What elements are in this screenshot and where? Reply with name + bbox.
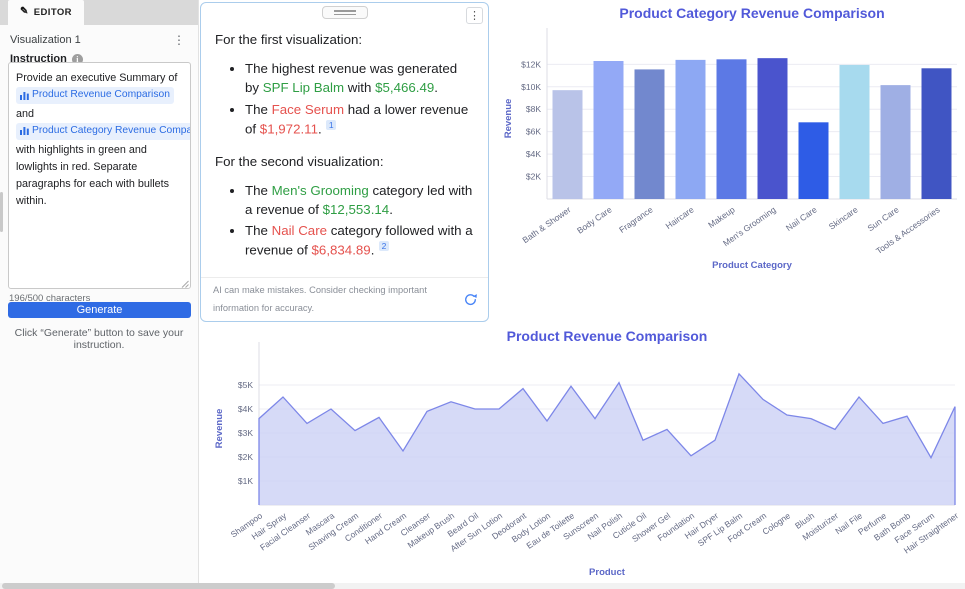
editor-sidebar: ✎ EDITOR Visualization 1 ⋮ Instruction i…: [0, 0, 199, 589]
tab-editor[interactable]: ✎ EDITOR: [8, 0, 84, 25]
editor-tabs-strip: ✎ EDITOR: [0, 0, 198, 25]
summary-bullet: The highest revenue was generated by SPF…: [245, 60, 474, 98]
area-line: [258, 372, 956, 505]
resize-handle-icon[interactable]: [180, 279, 189, 288]
summary-content: For the first visualization: The highest …: [215, 23, 474, 277]
summary-footer: AI can make mistakes. Consider checking …: [201, 277, 488, 321]
refresh-icon[interactable]: [463, 292, 478, 307]
visualization-label: Visualization 1: [10, 34, 81, 46]
drag-handle[interactable]: [321, 6, 368, 19]
area-fill[interactable]: [259, 373, 955, 505]
x-tick-label: Skincare: [827, 204, 860, 231]
summary-panel: ⋮ For the first visualization: The highes…: [200, 2, 489, 322]
y-tick-label: $2K: [238, 452, 253, 462]
y-axis-title: Revenue: [214, 409, 225, 449]
summary-bullet: The Nail Care category followed with a r…: [245, 222, 474, 260]
summary-bullet: The Men's Grooming category led with a r…: [245, 182, 474, 220]
instruction-input[interactable]: Provide an executive Summary of Product …: [8, 62, 191, 289]
visualization-row: Visualization 1 ⋮: [0, 25, 198, 46]
generate-helper-text: Click “Generate” button to save your ins…: [14, 327, 184, 351]
bar-Skincare[interactable]: [839, 64, 870, 200]
bar-Tools & Accessories[interactable]: [921, 68, 952, 199]
bar-chart[interactable]: $2K $4K $6K $8K $10K $12K Product Category Rev…: [495, 0, 965, 295]
y-tick-label: $4K: [526, 149, 541, 159]
chart-title: Product Revenue Comparison: [507, 328, 708, 344]
bar-Bath & Shower[interactable]: [552, 90, 583, 199]
generate-button[interactable]: Generate: [8, 302, 191, 318]
summary-bullet: The Face Serum had a lower revenue of $1…: [245, 101, 474, 139]
chart-reference-chip[interactable]: Product Category Revenue Comparison: [16, 123, 190, 140]
x-tick-label: Haircare: [664, 204, 696, 231]
x-tick-label: Nail Care: [784, 204, 819, 233]
y-tick-label: $6K: [526, 127, 541, 137]
visualization-kebab-icon[interactable]: ⋮: [173, 33, 185, 47]
summary-section-heading: For the first visualization:: [215, 32, 363, 47]
summary-bullet-list: The Men's Grooming category led with a r…: [215, 182, 474, 261]
x-tick-label: Sun Care: [865, 204, 900, 233]
y-tick-label: $8K: [526, 104, 541, 114]
x-tick-label: Body Care: [575, 204, 614, 235]
bar-Haircare[interactable]: [675, 59, 706, 199]
horizontal-scrollbar: [0, 583, 965, 589]
x-tick-label: Cologne: [760, 510, 792, 537]
x-axis-title: Product: [589, 567, 626, 578]
pencil-icon: ✎: [20, 6, 29, 17]
bar-Body Care[interactable]: [593, 61, 624, 199]
bar-chart-icon: [20, 127, 29, 136]
x-axis-title: Product Category: [712, 260, 792, 271]
bar-Makeup[interactable]: [716, 59, 747, 199]
y-tick-label: $10K: [521, 82, 541, 92]
bar-Nail Care[interactable]: [798, 122, 829, 199]
y-tick-label: $12K: [521, 59, 541, 69]
character-count: 196/500 characters: [9, 293, 91, 304]
x-tick-label: Bath & Shower: [520, 204, 572, 245]
info-icon[interactable]: i: [71, 53, 83, 65]
x-tick-label: Makeup: [706, 204, 737, 230]
summary-kebab-button[interactable]: ⋮: [466, 7, 483, 24]
citation-badge[interactable]: 2: [379, 241, 389, 252]
sidebar-scrollbar[interactable]: [0, 192, 3, 232]
tab-editor-label: EDITOR: [33, 7, 72, 18]
x-tick-label: Fragrance: [617, 204, 655, 235]
area-chart[interactable]: $1K $2K $3K $4K $5K Product Revenue Compariso…: [200, 325, 965, 589]
summary-section-heading: For the second visualization:: [215, 153, 384, 169]
citation-badge[interactable]: 1: [326, 119, 337, 130]
y-tick-label: $5K: [238, 380, 253, 390]
y-tick-label: $1K: [238, 476, 253, 486]
chart-title: Product Category Revenue Comparison: [619, 5, 884, 21]
bar-chart-icon: [20, 91, 29, 100]
ai-disclaimer-text: AI can make mistakes. Consider checking …: [213, 284, 427, 313]
y-tick-label: $2K: [526, 172, 541, 182]
bar-Fragrance[interactable]: [634, 69, 665, 199]
chart-reference-chip[interactable]: Product Revenue Comparison: [16, 87, 174, 104]
horizontal-scrollbar-thumb[interactable]: [2, 583, 335, 589]
y-axis-title: Revenue: [503, 99, 514, 139]
y-tick-label: $4K: [238, 404, 253, 414]
bar-Men's Grooming[interactable]: [757, 58, 788, 199]
y-tick-label: $3K: [238, 428, 253, 438]
summary-bullet-list: The highest revenue was generated by SPF…: [215, 60, 474, 139]
bar-Sun Care[interactable]: [880, 85, 911, 199]
